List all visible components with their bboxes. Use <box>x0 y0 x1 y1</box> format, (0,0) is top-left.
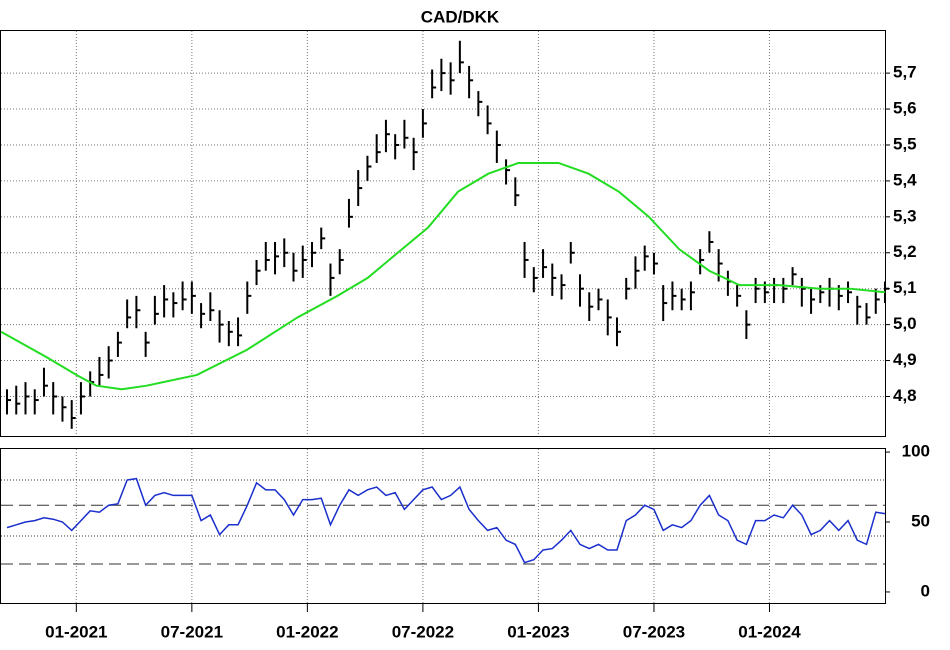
y-tick-label: 0 <box>921 581 930 600</box>
y-tick-label: 4,8 <box>893 386 917 405</box>
y-tick-label: 4,9 <box>893 350 917 369</box>
x-tick-label: 01-2021 <box>45 622 107 641</box>
y-tick-label: 5,5 <box>893 134 917 153</box>
y-tick-label: 5,0 <box>893 314 917 333</box>
y-tick-label: 100 <box>902 442 930 461</box>
rsi-panel <box>0 448 886 604</box>
price-panel <box>0 30 886 437</box>
x-tick-label: 07-2022 <box>392 622 454 641</box>
y-tick-label: 5,3 <box>893 206 917 225</box>
x-tick-label: 01-2023 <box>507 622 569 641</box>
rsi-line <box>6 477 886 564</box>
x-tick-label: 01-2024 <box>738 622 801 641</box>
x-tick-label: 07-2021 <box>161 622 223 641</box>
chart-title: CAD/DKK <box>421 7 500 26</box>
y-tick-label: 5,6 <box>893 99 917 118</box>
moving-average <box>0 161 886 391</box>
y-tick-label: 5,2 <box>893 242 917 261</box>
y-tick-label: 5,4 <box>893 170 917 189</box>
y-tick-label: 5,1 <box>893 278 917 297</box>
y-tick-label: 5,7 <box>893 63 917 82</box>
y-tick-label: 50 <box>911 511 930 530</box>
x-tick-label: 07-2023 <box>623 622 685 641</box>
x-tick-label: 01-2022 <box>276 622 338 641</box>
